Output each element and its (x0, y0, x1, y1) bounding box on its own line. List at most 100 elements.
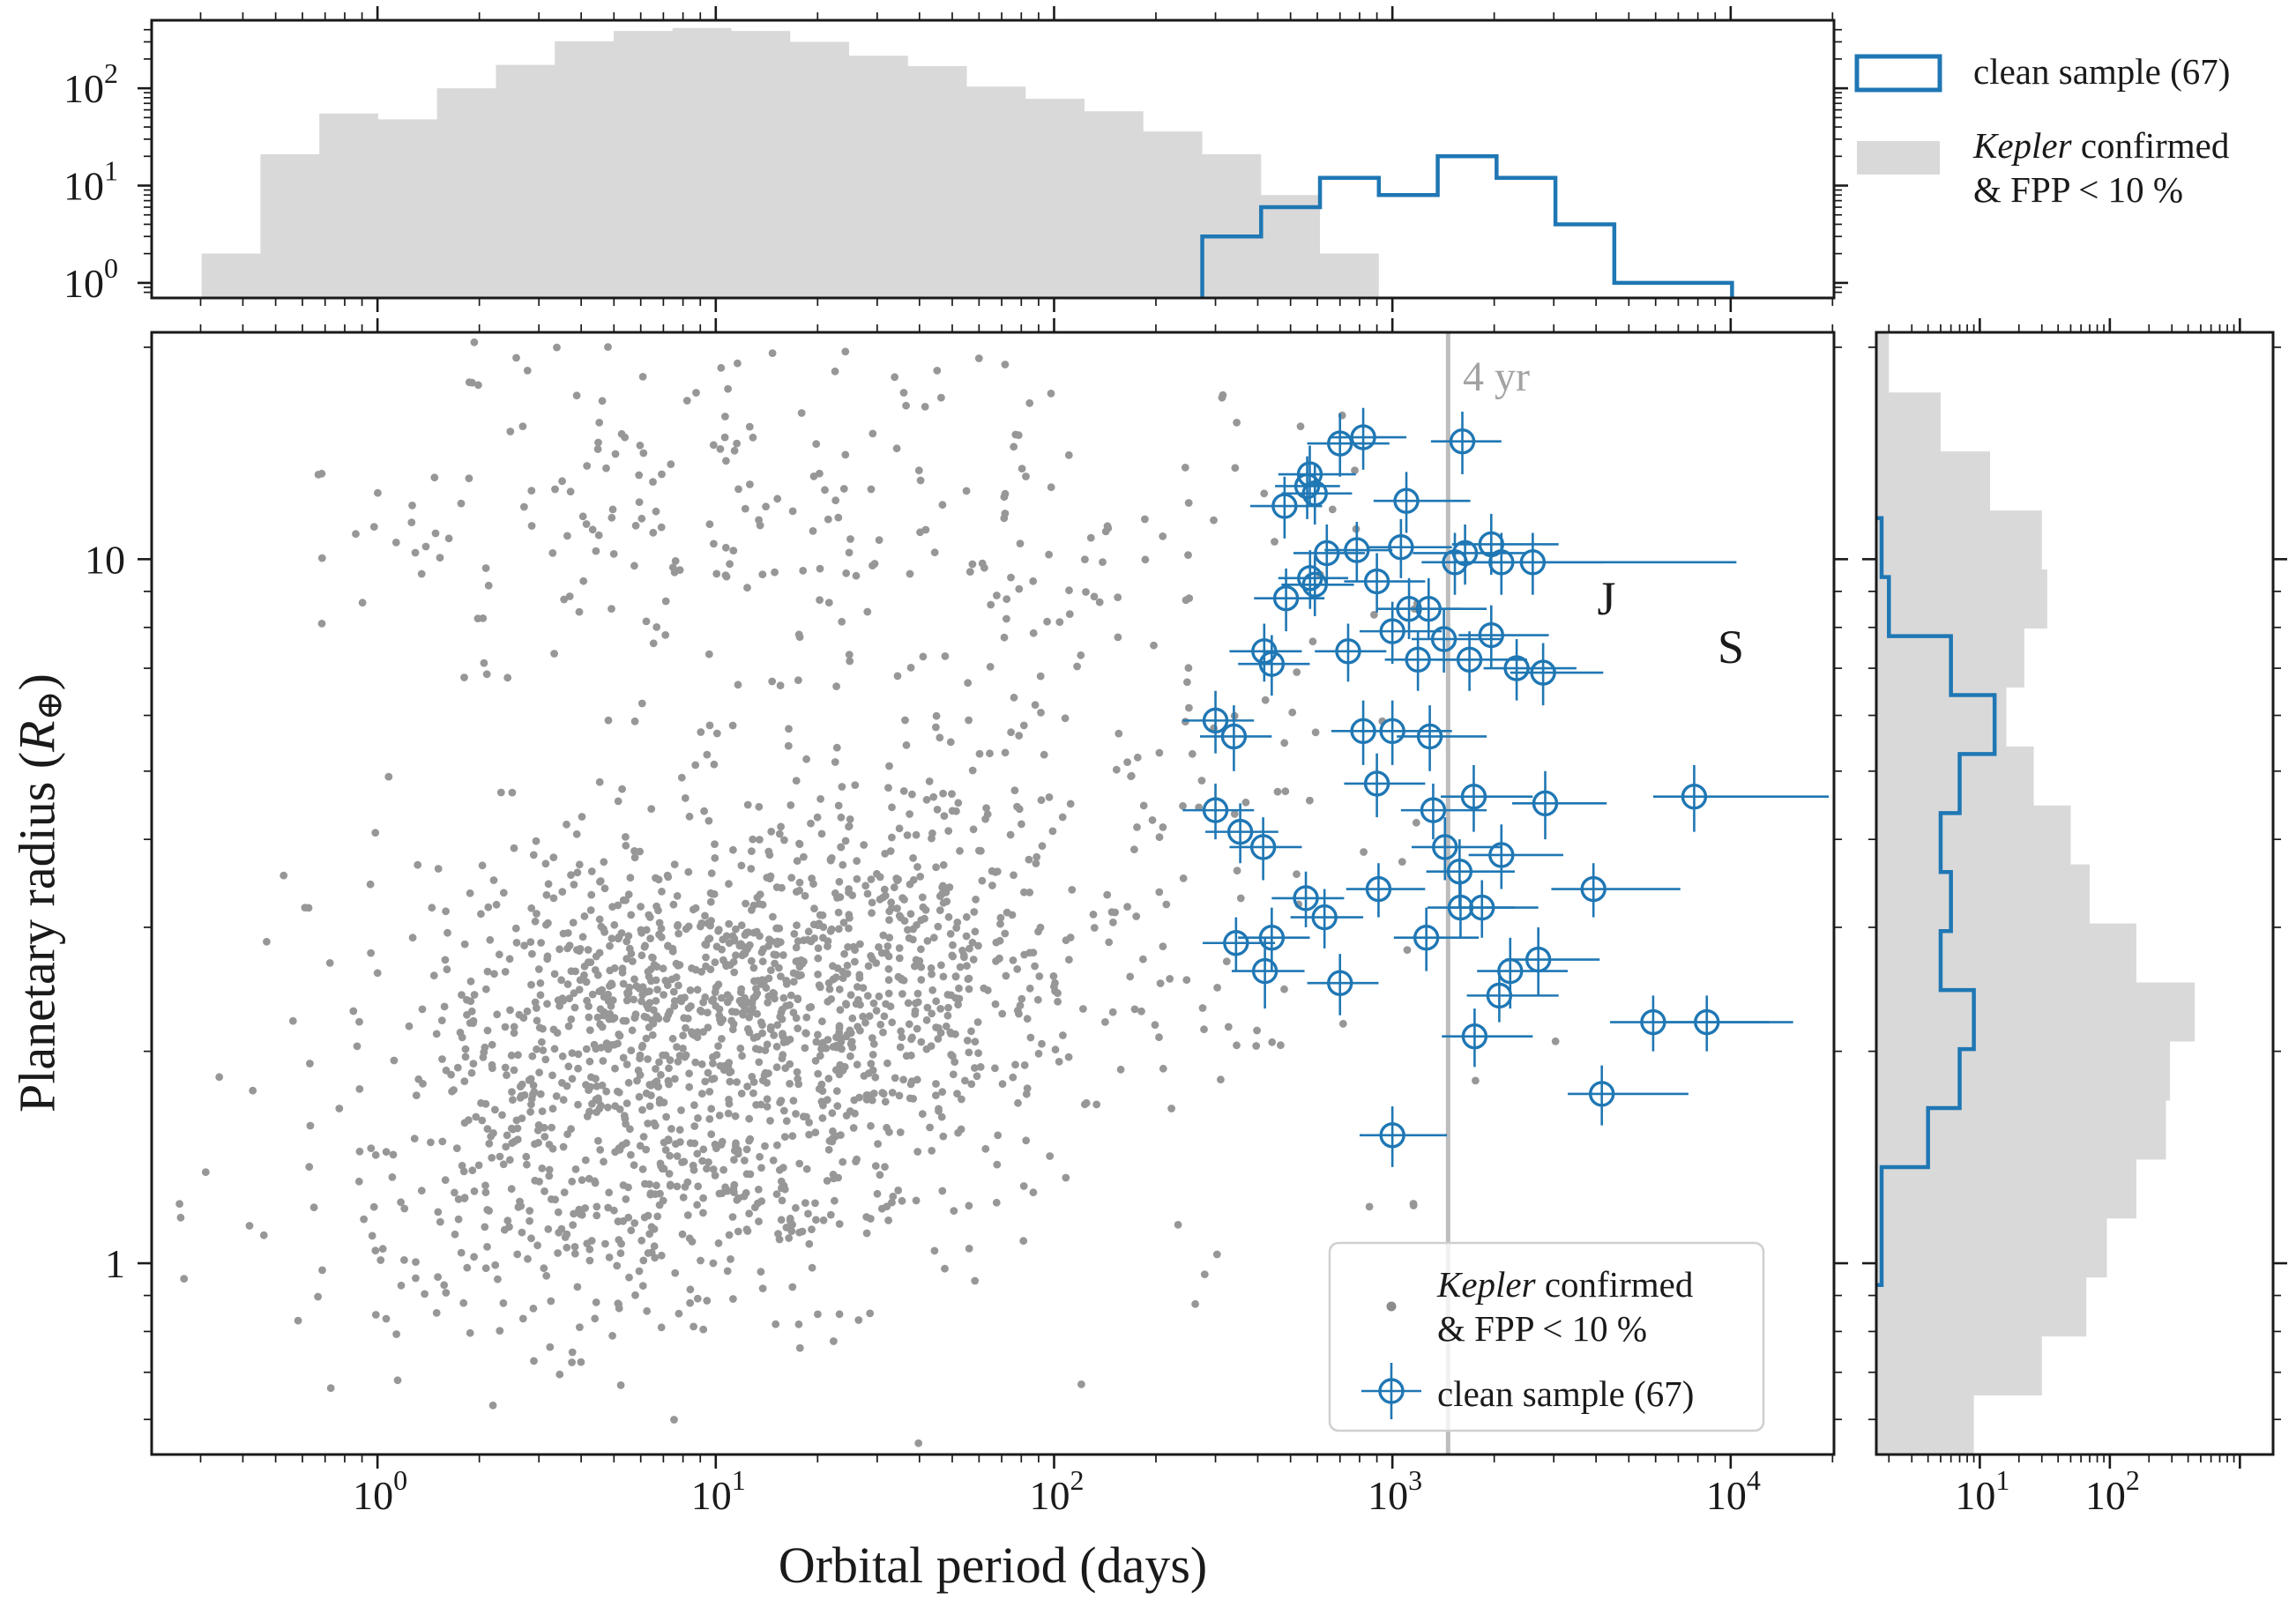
clean-sample-point (1413, 925, 1440, 951)
clean-sample-point (1365, 875, 1392, 903)
clean-sample-point (1478, 621, 1504, 649)
clean-sample-point (1432, 834, 1458, 860)
clean-sample-point (1293, 885, 1319, 911)
x-tick-label-10e0: 100 (353, 1464, 407, 1518)
clean-sample-point (1460, 784, 1487, 810)
clean-sample-point (1350, 424, 1376, 450)
clean-sample-point (1388, 534, 1414, 561)
legend-swatch-clean-sample (1854, 54, 1942, 93)
clean-sample-point (1503, 655, 1530, 681)
legend-main-item-kepler: Kepler confirmed & FPP < 10 % (1437, 1264, 1694, 1350)
clean-sample-point (1379, 1122, 1405, 1149)
clean-sample-point (1449, 428, 1476, 455)
clean-sample-point (1396, 596, 1422, 622)
x-axis-title: Orbital period (days) (778, 1536, 1208, 1594)
y-tick-label-1: 1 (105, 1241, 125, 1286)
clean-sample-point (1327, 430, 1353, 457)
x-tick-label-10e2: 102 (1029, 1464, 1084, 1518)
clean-sample-point (1335, 638, 1361, 665)
clean-sample-point (1327, 970, 1353, 996)
clean-sample-point (1442, 549, 1468, 576)
clean-sample-point (1272, 584, 1300, 612)
main-scatter-panel (175, 332, 1830, 1454)
top-hist-ytick-10e1: 101 (63, 155, 118, 209)
clean-sample-point (1519, 549, 1547, 576)
vline-label-4yr: 4 yr (1463, 353, 1530, 400)
clean-sample-point (1363, 770, 1390, 797)
clean-sample-point (1350, 718, 1376, 745)
legend-main-box (1328, 1241, 1765, 1432)
legend-markers (1328, 54, 1942, 1432)
x-tick-label-10e1: 101 (691, 1464, 746, 1518)
y-axis-title: Planetary radius (R⊕) (8, 673, 70, 1112)
clean-sample-point (1694, 1008, 1720, 1036)
clean-sample-point (1580, 875, 1606, 903)
clean-sample-point (1488, 549, 1515, 576)
clean-sample-point (1379, 618, 1405, 644)
clean-sample-point (1488, 842, 1515, 868)
clean-sample-point (1420, 797, 1447, 823)
clean-sample-point (1524, 946, 1552, 973)
clean-sample-point (1251, 957, 1278, 985)
clean-sample-point (1497, 957, 1524, 985)
legend-top-item-kepler: Kepler confirmed & FPP < 10 % (1973, 125, 2230, 211)
x-tick-label-10e3: 103 (1368, 1464, 1422, 1518)
clean-sample-point (1301, 571, 1328, 598)
clean-sample-point (1249, 834, 1277, 860)
legend-main-item-clean-sample: clean sample (67) (1437, 1373, 1695, 1414)
clean-sample-points (1202, 424, 1720, 1149)
legend-marker-blue-errorbar (1378, 1378, 1405, 1404)
clean-sample-point (1469, 894, 1495, 921)
clean-sample-point (1363, 568, 1390, 595)
clean-sample-point (1405, 646, 1431, 673)
clean-sample-point (1293, 472, 1321, 500)
clean-sample-point (1297, 565, 1323, 591)
clean-sample-point (1258, 925, 1286, 951)
clean-sample-point (1311, 904, 1338, 931)
clean-sample-point (1461, 1023, 1488, 1050)
clean-sample-point (1314, 539, 1340, 567)
clean-sample-point (1271, 493, 1298, 519)
right-hist-gray-kepler (1876, 333, 2195, 1454)
clean-sample-point (1415, 596, 1442, 622)
kepler-background-scatter (175, 338, 1560, 1447)
annotation-saturn: S (1717, 621, 1745, 673)
clean-sample-point (1530, 659, 1556, 686)
right-hist-blue-clean-sample (1876, 516, 1997, 1288)
clean-sample-point (1532, 790, 1559, 817)
clean-sample-point (1446, 859, 1473, 885)
legend-top-item-clean-sample: clean sample (67) (1973, 51, 2231, 92)
clean-sample-point (1202, 707, 1229, 734)
clean-sample-point (1681, 784, 1708, 810)
legend-swatch-kepler (1857, 141, 1940, 175)
legend-marker-gray-dot (1386, 1301, 1397, 1312)
annotation-jupiter: J (1597, 572, 1616, 625)
right-hist-xtick-10e2: 102 (2085, 1464, 2140, 1518)
clean-sample-point (1296, 461, 1323, 487)
clean-sample-point (1258, 651, 1286, 677)
clean-sample-point (1486, 982, 1513, 1009)
clean-sample-point (1202, 797, 1229, 823)
clean-sample-errorbars (1182, 407, 1830, 1167)
x-tick-label-10e4: 104 (1706, 1464, 1761, 1518)
clean-sample-point (1223, 930, 1249, 956)
top-hist-ytick-10e0: 100 (63, 252, 118, 306)
clean-sample-point (1379, 718, 1405, 745)
clean-sample-point (1416, 723, 1443, 750)
clean-sample-point (1393, 487, 1420, 514)
top-hist-gray-kepler (201, 27, 1379, 298)
clean-sample-point (1301, 480, 1328, 507)
clean-sample-point (1251, 638, 1278, 665)
top-hist-blue-clean-sample (1200, 154, 1734, 298)
clean-sample-point (1344, 537, 1370, 563)
clean-sample-point (1226, 818, 1254, 845)
clean-sample-point (1430, 626, 1457, 652)
right-hist-xtick-10e1: 101 (1955, 1464, 2009, 1518)
right-marginal-histogram (1876, 333, 2195, 1454)
clean-sample-point (1220, 723, 1248, 750)
clean-sample-point (1456, 646, 1483, 673)
top-marginal-histogram (201, 27, 1734, 298)
